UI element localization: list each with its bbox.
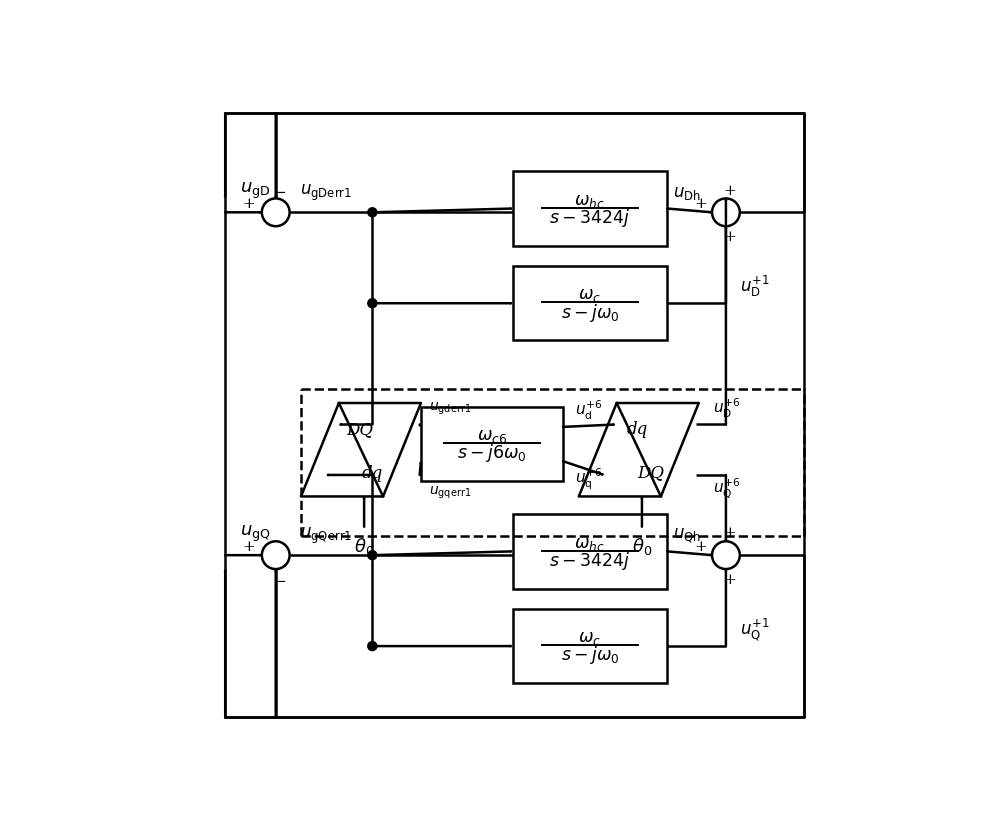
Text: $s-j6\omega_0$: $s-j6\omega_0$ — [457, 441, 527, 464]
Text: +: + — [723, 183, 736, 197]
Text: $u_{\rm D}^{+1}$: $u_{\rm D}^{+1}$ — [740, 274, 770, 299]
Text: dq: dq — [627, 420, 648, 437]
Circle shape — [712, 199, 740, 227]
Text: $-$: $-$ — [273, 572, 286, 586]
Bar — [512, 172, 667, 247]
Text: +: + — [723, 526, 736, 540]
Text: +: + — [243, 197, 256, 211]
Text: $s-3424j$: $s-3424j$ — [549, 206, 631, 229]
Text: $\omega_{c6}$: $\omega_{c6}$ — [477, 428, 507, 445]
Text: $s-3424j$: $s-3424j$ — [549, 549, 631, 571]
Text: $\theta_0$: $\theta_0$ — [632, 536, 652, 557]
Text: dq: dq — [362, 464, 383, 481]
Text: $\theta_0$: $\theta_0$ — [354, 536, 374, 557]
Text: $u_{\rm D}^{+6}$: $u_{\rm D}^{+6}$ — [713, 396, 741, 419]
Text: +: + — [243, 540, 256, 554]
Bar — [512, 267, 667, 341]
Text: $u_{\rm Qh}$: $u_{\rm Qh}$ — [673, 526, 701, 545]
Circle shape — [262, 199, 290, 227]
Text: $\omega_{hc}$: $\omega_{hc}$ — [574, 535, 605, 552]
Text: DQ: DQ — [637, 464, 664, 481]
Text: $\omega_c$: $\omega_c$ — [578, 287, 601, 304]
Text: $u_{\rm Q}^{+1}$: $u_{\rm Q}^{+1}$ — [740, 615, 770, 642]
Text: +: + — [694, 197, 707, 211]
Circle shape — [368, 299, 377, 309]
Text: $\omega_{hc}$: $\omega_{hc}$ — [574, 192, 605, 210]
Text: $u_{\rm gderr1}$: $u_{\rm gderr1}$ — [429, 400, 471, 416]
Circle shape — [368, 642, 377, 651]
Text: $u_{\rm gDerr1}$: $u_{\rm gDerr1}$ — [300, 183, 352, 203]
Circle shape — [368, 209, 377, 218]
Text: $u_{\rm gQerr1}$: $u_{\rm gQerr1}$ — [300, 525, 352, 545]
Text: $u_{\rm gD}$: $u_{\rm gD}$ — [240, 180, 270, 201]
Bar — [421, 407, 563, 482]
Circle shape — [368, 551, 377, 560]
Text: $u_{\rm q}^{+6}$: $u_{\rm q}^{+6}$ — [575, 466, 602, 491]
Text: +: + — [723, 572, 736, 586]
Text: +: + — [723, 230, 736, 244]
Bar — [512, 609, 667, 684]
Text: $u_{\rm gQ}$: $u_{\rm gQ}$ — [240, 523, 270, 543]
Text: $u_{\rm Dh}$: $u_{\rm Dh}$ — [673, 184, 701, 201]
Text: $u_{\rm gqerr1}$: $u_{\rm gqerr1}$ — [429, 484, 471, 500]
Circle shape — [262, 541, 290, 569]
Circle shape — [712, 541, 740, 569]
Text: $s-j\omega_0$: $s-j\omega_0$ — [561, 644, 619, 666]
Text: $\omega_c$: $\omega_c$ — [578, 630, 601, 646]
Text: +: + — [694, 540, 707, 554]
Text: DQ: DQ — [346, 420, 373, 437]
Text: $u_{\rm d}^{+6}$: $u_{\rm d}^{+6}$ — [575, 399, 602, 422]
Text: $-$: $-$ — [273, 184, 286, 198]
Bar — [512, 514, 667, 589]
Text: $u_{\rm Q}^{+6}$: $u_{\rm Q}^{+6}$ — [713, 476, 741, 500]
Text: $s-j\omega_0$: $s-j\omega_0$ — [561, 301, 619, 324]
